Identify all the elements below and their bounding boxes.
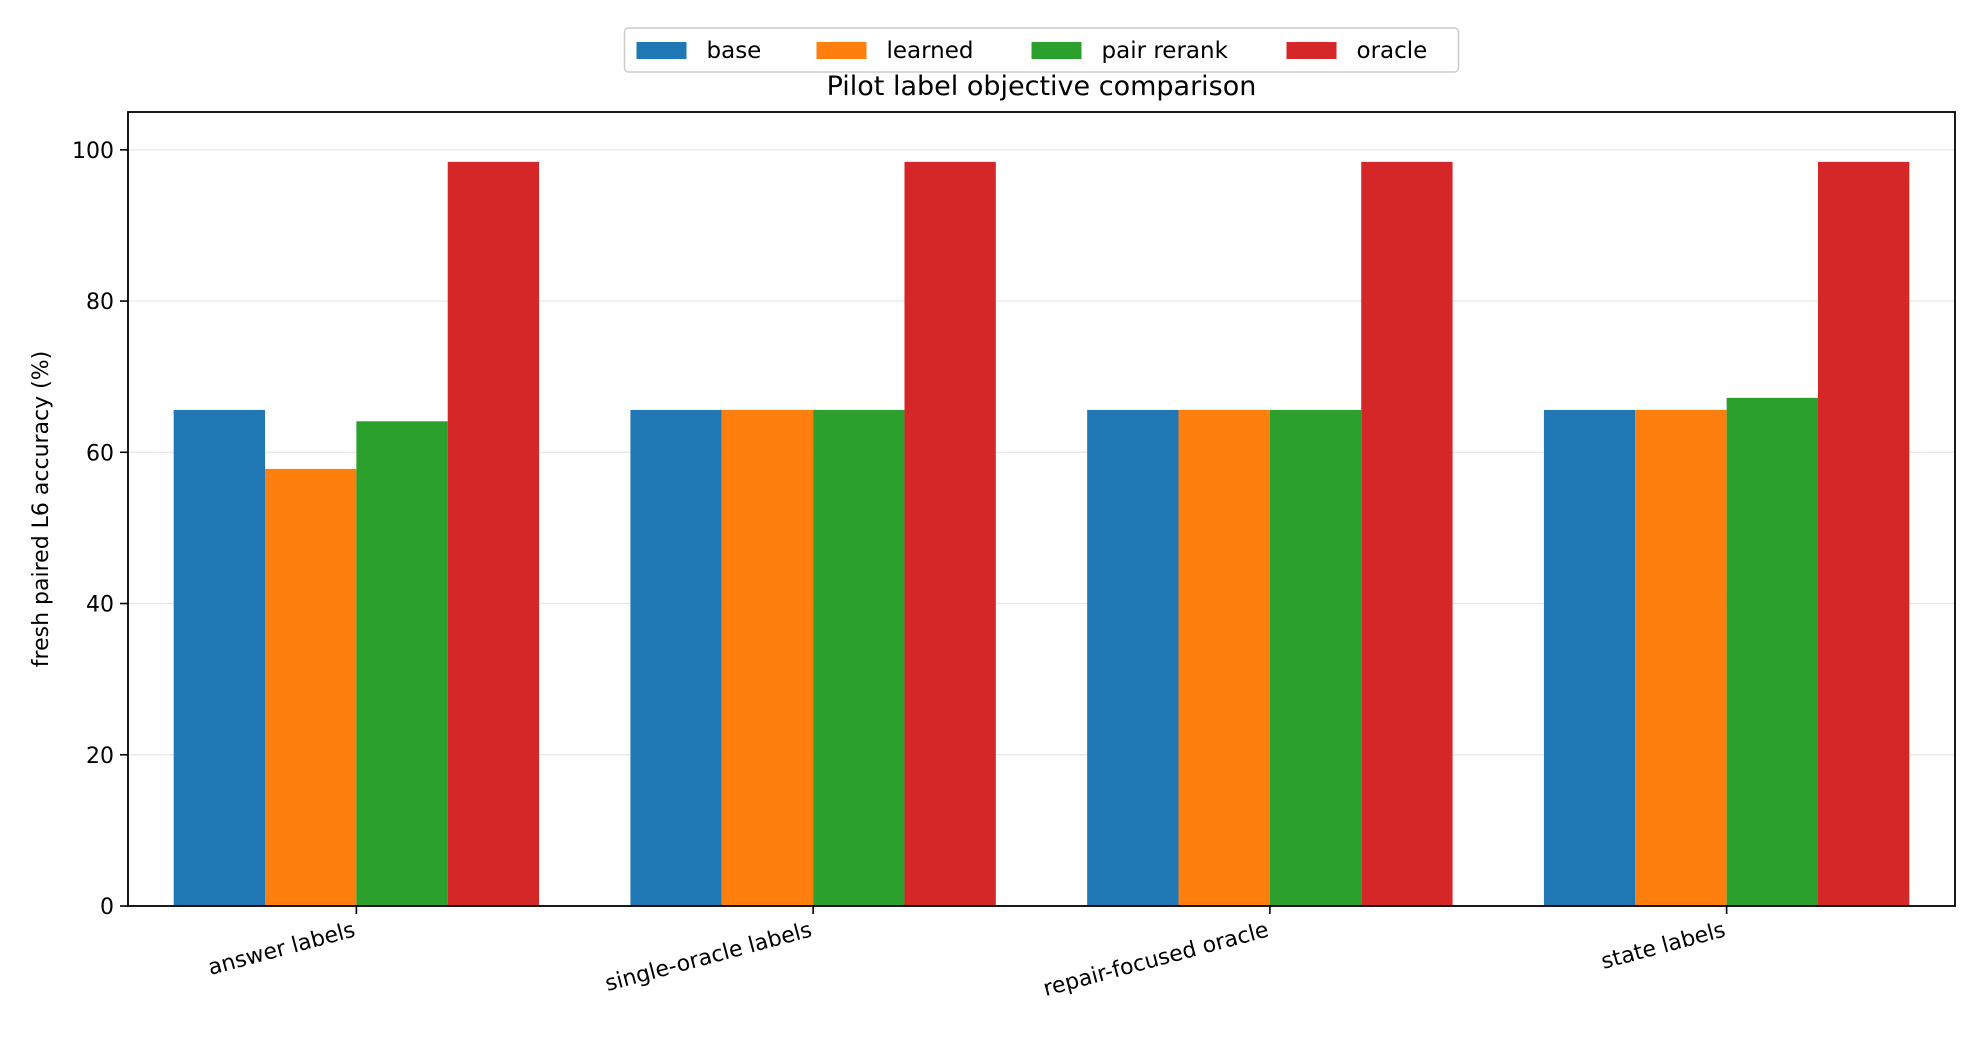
bar-base-0	[173, 409, 266, 906]
bar-learned-3	[1635, 409, 1727, 906]
legend-swatch-learned	[816, 42, 867, 59]
bar-base-3	[1543, 409, 1636, 906]
bar-learned-1	[721, 409, 814, 906]
x-tick-label: repair-focused oracle	[1041, 918, 1272, 1002]
bar-learned-2	[1178, 409, 1270, 906]
x-tick-label: single-oracle labels	[603, 918, 815, 997]
legend-label: learned	[887, 38, 974, 64]
legend-swatch-oracle	[1286, 42, 1337, 59]
y-axis-title: fresh paired L6 accuracy (%)	[29, 351, 54, 667]
x-tick-label: answer labels	[205, 918, 357, 981]
y-tick-label: 40	[86, 593, 114, 618]
bar-oracle-1	[904, 161, 996, 906]
bar-pair-rerank-1	[813, 409, 905, 906]
y-tick-label: 0	[100, 895, 114, 920]
bar-pair-rerank-3	[1726, 397, 1818, 906]
legend: base learned pair rerank oracle	[623, 27, 1460, 73]
x-tick-label: state labels	[1599, 918, 1729, 975]
y-tick-label: 100	[72, 139, 114, 164]
bar-pair-rerank-0	[356, 421, 448, 906]
plot-area-frame	[127, 111, 1956, 907]
bar-learned-0	[265, 468, 357, 906]
bar-pair-rerank-2	[1269, 409, 1362, 906]
y-tick-label: 60	[86, 441, 114, 466]
bar-oracle-3	[1817, 161, 1910, 906]
bar-oracle-0	[447, 161, 540, 906]
legend-label: pair rerank	[1102, 38, 1229, 64]
legend-swatch-pair-rerank	[1031, 42, 1082, 59]
bar-oracle-2	[1361, 161, 1453, 906]
legend-swatch-base	[636, 42, 687, 59]
bar-base-1	[630, 409, 722, 906]
bar-base-2	[1087, 409, 1179, 906]
x-axis: answer labels single-oracle labels repair-…	[205, 906, 1728, 1002]
legend-label: oracle	[1357, 38, 1428, 64]
bars	[173, 161, 1910, 906]
chart-title: Pilot label objective comparison	[827, 71, 1257, 102]
y-tick-label: 80	[86, 290, 114, 315]
y-tick-label: 20	[86, 744, 114, 769]
legend-label: base	[707, 38, 762, 64]
y-axis: 0 20 40 60 80 100	[72, 139, 128, 920]
